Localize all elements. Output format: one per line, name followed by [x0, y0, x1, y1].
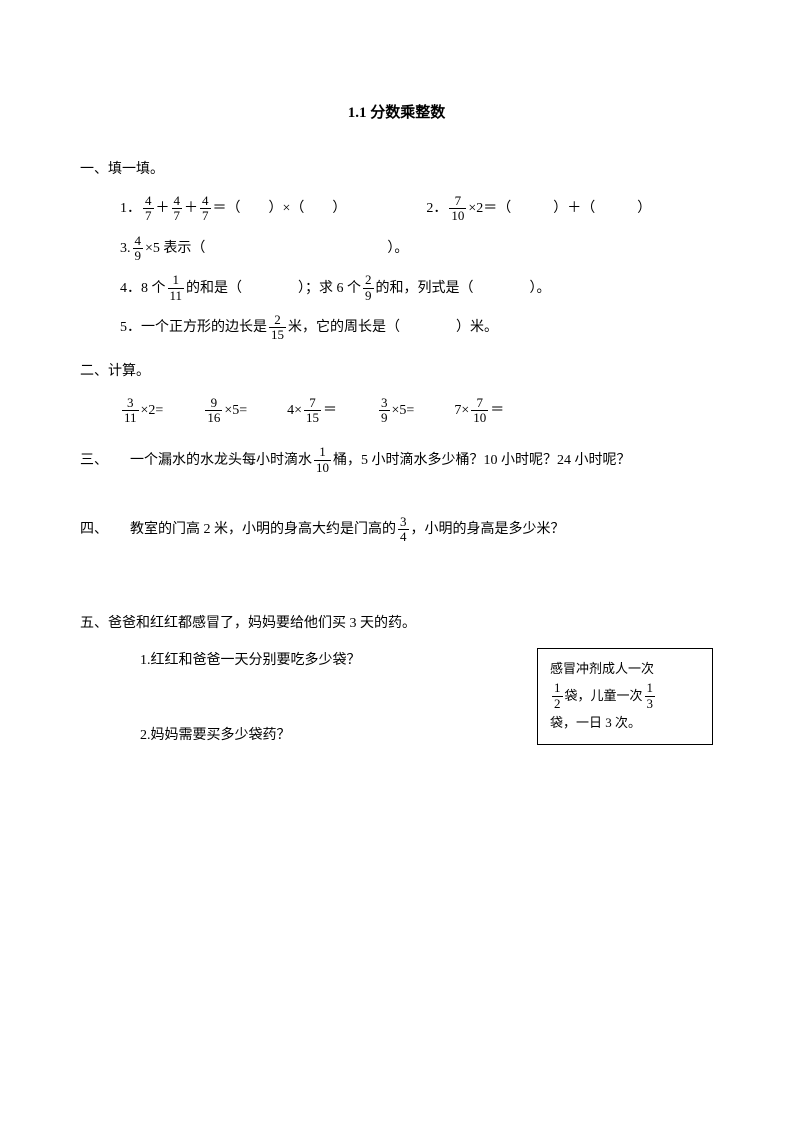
- q1-row: 1． 4 7 ＋ 4 7 ＋ 4 7 ＝（ ）×（ ） 2． 7 10 ×2＝（…: [80, 194, 713, 224]
- q1-plus1: ＋: [156, 196, 170, 221]
- three-content: 一个漏水的水龙头每小时滴水 1 10 桶，5 小时滴水多少桶？10 小时呢？24…: [130, 445, 631, 475]
- three-pre: 一个漏水的水龙头每小时滴水: [130, 448, 312, 473]
- five-q2: 2.妈妈需要买多少袋药？: [80, 723, 507, 748]
- medicine-box: 感冒冲剂成人一次 1 2 袋，儿童一次 1 3 袋，一日 3 次。: [537, 648, 713, 745]
- calc-3-frac: 7 15: [304, 396, 321, 426]
- q3-frac: 4 9: [133, 234, 144, 264]
- four-label: 四、: [80, 517, 130, 542]
- med-line3: 袋，一日 3 次。: [550, 711, 700, 736]
- q4-frac1: 1 11: [168, 273, 185, 303]
- calc-5-frac: 7 10: [471, 396, 488, 426]
- q5-prefix: 5．一个正方形的边长是: [120, 315, 267, 340]
- four-content: 教室的门高 2 米，小明的身高大约是门高的 3 4 ，小明的身高是多少米？: [130, 515, 565, 545]
- q3-tail: ×5 表示（ ）。: [145, 236, 408, 261]
- med-frac2: 1 3: [645, 681, 656, 711]
- q2-prefix: 2．: [426, 196, 447, 221]
- q1-plus2: ＋: [184, 196, 198, 221]
- section-four: 四、 教室的门高 2 米，小明的身高大约是门高的 3 4 ，小明的身高是多少米？: [80, 515, 713, 545]
- worksheet-page: 1.1 分数乘整数 一、填一填。 1． 4 7 ＋ 4 7 ＋ 4 7 ＝（ ）…: [0, 0, 793, 818]
- med-l1: 感冒冲剂成人一次: [550, 657, 654, 682]
- q5-frac: 2 15: [269, 313, 286, 343]
- calc-1: 3 11 ×2=: [120, 396, 163, 426]
- calc-4: 3 9 ×5=: [377, 396, 414, 426]
- section-three: 三、 一个漏水的水龙头每小时滴水 1 10 桶，5 小时滴水多少桶？10 小时呢…: [80, 445, 713, 475]
- calc-2-op: ×5=: [224, 398, 247, 423]
- calc-3: 4× 7 15 ＝: [287, 396, 337, 426]
- five-gap: [80, 683, 507, 723]
- q4-prefix: 4．8 个: [120, 276, 166, 301]
- q3-prefix: 3.: [120, 236, 131, 261]
- q4-frac2: 2 9: [363, 273, 374, 303]
- calc-2-frac: 9 16: [205, 396, 222, 426]
- four-tail: ，小明的身高是多少米？: [411, 517, 565, 542]
- q1-frac-a: 4 7: [143, 194, 154, 224]
- calc-5-pre: 7×: [454, 398, 469, 423]
- med-line2: 1 2 袋，儿童一次 1 3: [550, 681, 700, 711]
- five-q1: 1.红红和爸爸一天分别要吃多少袋？: [80, 648, 507, 673]
- three-label: 三、: [80, 448, 130, 473]
- q1-prefix: 1．: [120, 196, 141, 221]
- calc-1-op: ×2=: [141, 398, 164, 423]
- calc-row: 3 11 ×2= 9 16 ×5= 4× 7 15 ＝ 3 9 ×5=: [80, 396, 713, 426]
- calc-5: 7× 7 10 ＝: [454, 396, 504, 426]
- q4-mid: 的和是（ ）；求 6 个: [186, 276, 361, 301]
- calc-2: 9 16 ×5=: [203, 396, 247, 426]
- four-pre: 教室的门高 2 米，小明的身高大约是门高的: [130, 517, 396, 542]
- section-five-header: 五、爸爸和红红都感冒了，妈妈要给他们买 3 天的药。: [80, 611, 713, 636]
- three-tail: 桶，5 小时滴水多少桶？10 小时呢？24 小时呢？: [333, 448, 631, 473]
- spacer-four: [80, 565, 713, 595]
- three-frac: 1 10: [314, 445, 331, 475]
- spacer-three: [80, 495, 713, 515]
- page-title: 1.1 分数乘整数: [80, 100, 713, 127]
- calc-4-frac: 3 9: [379, 396, 390, 426]
- q1-frac-b: 4 7: [172, 194, 183, 224]
- calc-3-pre: 4×: [287, 398, 302, 423]
- five-left: 1.红红和爸爸一天分别要吃多少袋？ 2.妈妈需要买多少袋药？: [80, 648, 507, 758]
- q1-eq: ＝（ ）×（ ）: [213, 196, 347, 221]
- section-five-block: 1.红红和爸爸一天分别要吃多少袋？ 2.妈妈需要买多少袋药？ 感冒冲剂成人一次 …: [80, 648, 713, 758]
- med-line1: 感冒冲剂成人一次: [550, 657, 700, 682]
- q2-frac: 7 10: [449, 194, 466, 224]
- section-one-header: 一、填一填。: [80, 157, 713, 182]
- q5-tail: 米，它的周长是（ ）米。: [288, 315, 498, 340]
- calc-3-op: ＝: [323, 398, 337, 423]
- section-two-header: 二、计算。: [80, 359, 713, 384]
- four-frac: 3 4: [398, 515, 409, 545]
- calc-4-op: ×5=: [392, 398, 415, 423]
- q1-frac-c: 4 7: [200, 194, 211, 224]
- q5-row: 5．一个正方形的边长是 2 15 米，它的周长是（ ）米。: [80, 313, 713, 343]
- calc-1-frac: 3 11: [122, 396, 139, 426]
- med-l2: 袋，一日 3 次。: [550, 711, 641, 736]
- calc-5-op: ＝: [490, 398, 504, 423]
- med-m1: 袋，儿童一次: [565, 684, 643, 709]
- q2-tail: ×2＝（ ）＋（ ）: [468, 196, 651, 221]
- q4-tail: 的和，列式是（ ）。: [376, 276, 551, 301]
- q4-row: 4．8 个 1 11 的和是（ ）；求 6 个 2 9 的和，列式是（ ）。: [80, 273, 713, 303]
- q3-row: 3. 4 9 ×5 表示（ ）。: [80, 234, 713, 264]
- med-frac1: 1 2: [552, 681, 563, 711]
